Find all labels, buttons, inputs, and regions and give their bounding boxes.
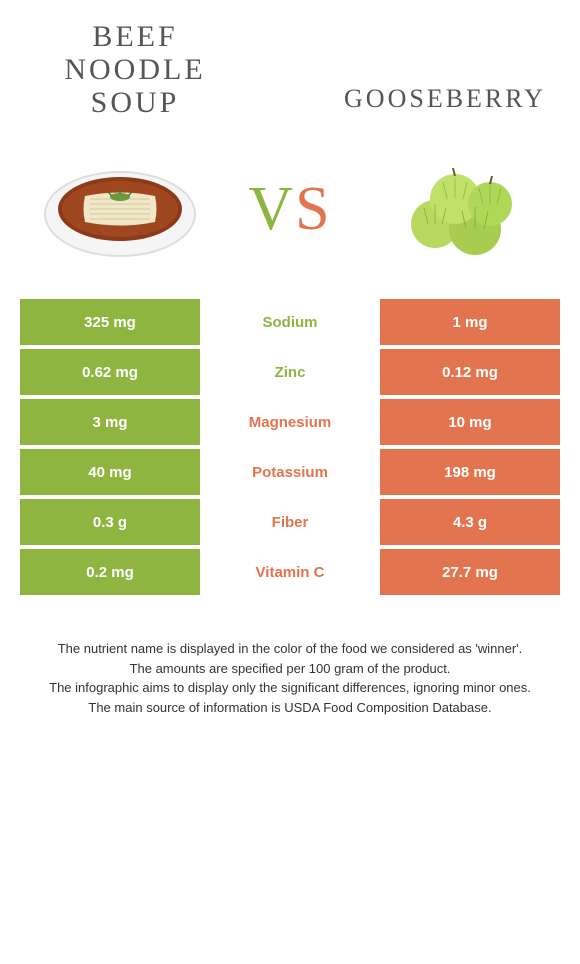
table-row: 40 mgPotassium198 mg: [20, 449, 560, 495]
cell-left-value: 0.3 g: [20, 499, 200, 545]
vs-label: VS: [248, 174, 331, 245]
cell-right-value: 4.3 g: [380, 499, 560, 545]
cell-nutrient-label: Zinc: [200, 349, 380, 395]
cell-left-value: 325 mg: [20, 299, 200, 345]
gooseberry-image: [380, 149, 540, 269]
cell-right-value: 1 mg: [380, 299, 560, 345]
footer-line3: The infographic aims to display only the…: [20, 678, 560, 698]
cell-nutrient-label: Potassium: [200, 449, 380, 495]
title-right: GOOSEBERRY: [340, 85, 550, 114]
title-left-line1: BEEF: [30, 20, 240, 53]
cell-right-value: 0.12 mg: [380, 349, 560, 395]
cell-right-value: 198 mg: [380, 449, 560, 495]
table-row: 0.3 gFiber4.3 g: [20, 499, 560, 545]
header: BEEF NOODLE SOUP GOOSEBERRY: [0, 0, 580, 129]
cell-left-value: 0.2 mg: [20, 549, 200, 595]
vs-s: S: [295, 175, 331, 243]
vs-v: V: [248, 175, 295, 243]
cell-left-value: 40 mg: [20, 449, 200, 495]
cell-nutrient-label: Fiber: [200, 499, 380, 545]
footer-line1: The nutrient name is displayed in the co…: [20, 639, 560, 659]
cell-left-value: 3 mg: [20, 399, 200, 445]
title-left-line2: NOODLE: [30, 53, 240, 86]
footer-line4: The main source of information is USDA F…: [20, 698, 560, 718]
title-left-line3: SOUP: [30, 86, 240, 119]
images-row: VS: [0, 129, 580, 299]
table-row: 3 mgMagnesium10 mg: [20, 399, 560, 445]
cell-nutrient-label: Vitamin C: [200, 549, 380, 595]
title-left: BEEF NOODLE SOUP: [30, 20, 240, 119]
cell-nutrient-label: Magnesium: [200, 399, 380, 445]
cell-right-value: 10 mg: [380, 399, 560, 445]
cell-right-value: 27.7 mg: [380, 549, 560, 595]
footer: The nutrient name is displayed in the co…: [0, 599, 580, 717]
table-row: 0.2 mgVitamin C27.7 mg: [20, 549, 560, 595]
table-row: 325 mgSodium1 mg: [20, 299, 560, 345]
footer-line2: The amounts are specified per 100 gram o…: [20, 659, 560, 679]
cell-nutrient-label: Sodium: [200, 299, 380, 345]
nutrient-table: 325 mgSodium1 mg0.62 mgZinc0.12 mg3 mgMa…: [0, 299, 580, 595]
cell-left-value: 0.62 mg: [20, 349, 200, 395]
soup-image: [40, 149, 200, 269]
table-row: 0.62 mgZinc0.12 mg: [20, 349, 560, 395]
gooseberry-icon: [390, 154, 530, 264]
soup-icon: [40, 154, 200, 264]
